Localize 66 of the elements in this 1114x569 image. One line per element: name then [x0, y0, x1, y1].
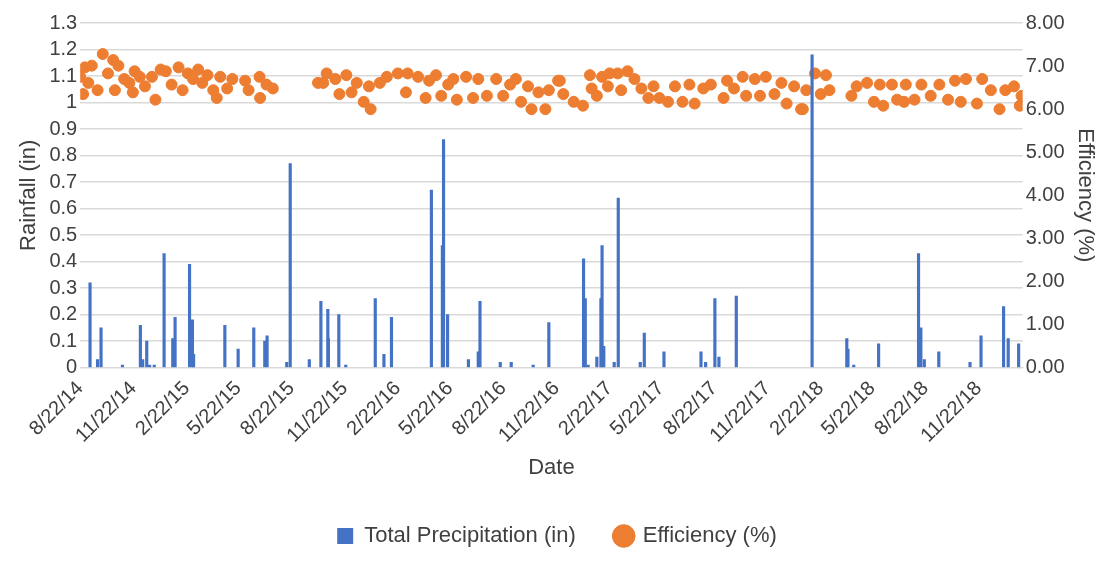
- bar: [288, 163, 292, 368]
- bar: [373, 298, 377, 368]
- bar: [429, 189, 433, 368]
- y-tick-label: 0.3: [49, 275, 78, 298]
- bar: [662, 351, 666, 368]
- bar: [265, 335, 269, 368]
- bar: [713, 298, 717, 368]
- y2-tick-label: 2.00: [1025, 268, 1065, 291]
- bar: [382, 354, 386, 368]
- bar: [307, 359, 311, 368]
- legend-label: Total Precipitation (in): [364, 522, 576, 548]
- bar: [173, 316, 177, 368]
- bar: [88, 282, 92, 368]
- x-axis-title: Date: [528, 453, 575, 479]
- y2-tick-label: 6.00: [1025, 96, 1065, 119]
- y2-tick-label: 0.00: [1025, 355, 1065, 378]
- bar: [877, 343, 881, 368]
- bar: [937, 351, 941, 368]
- y-tick-label: 1.1: [49, 63, 78, 86]
- bar: [1017, 343, 1021, 368]
- bar: [1002, 306, 1006, 368]
- y-tick-label: 0: [66, 355, 78, 378]
- y-tick-label: 0.5: [49, 222, 78, 245]
- bar: [252, 327, 256, 368]
- bar: [99, 327, 103, 368]
- bar: [547, 322, 551, 368]
- bar: [498, 362, 502, 368]
- bar: [616, 197, 620, 368]
- y-tick-label: 0.9: [49, 116, 78, 139]
- bar: [319, 301, 323, 368]
- y-axis-title: Rainfall (in): [15, 139, 41, 251]
- y-tick-label: 1: [66, 90, 78, 113]
- y-tick-label: 0.1: [49, 328, 78, 351]
- bar: [187, 263, 192, 368]
- y2-axis-title: Efficiency (%): [1073, 128, 1099, 263]
- bar: [734, 295, 738, 368]
- bar: [223, 324, 227, 368]
- y2-tick-label: 4.00: [1025, 182, 1065, 205]
- bar: [162, 253, 166, 368]
- legend-label: Efficiency (%): [642, 522, 777, 548]
- bar: [979, 335, 983, 368]
- y-tick-label: 0.2: [49, 302, 78, 325]
- y2-tick-label: 5.00: [1025, 139, 1065, 162]
- y-tick-label: 1.2: [49, 37, 78, 60]
- bar: [1006, 338, 1010, 368]
- y-tick-label: 0.6: [49, 196, 78, 219]
- bar: [466, 359, 470, 368]
- y-tick-label: 1.3: [49, 10, 78, 33]
- y-tick-label: 0.4: [49, 249, 78, 272]
- y2-tick-label: 3.00: [1025, 225, 1065, 248]
- bar: [441, 139, 446, 368]
- bar: [699, 351, 703, 368]
- bar: [642, 332, 646, 368]
- bar: [236, 348, 240, 368]
- y-tick-label: 0.7: [49, 169, 78, 192]
- bar: [145, 340, 149, 368]
- bar: [478, 301, 482, 368]
- y2-tick-label: 1.00: [1025, 312, 1065, 335]
- bar: [337, 314, 341, 368]
- bar: [509, 362, 513, 368]
- bar: [600, 245, 604, 368]
- y2-tick-label: 8.00: [1025, 10, 1065, 33]
- bar: [389, 316, 394, 368]
- bar: [968, 362, 972, 368]
- y-tick-label: 0.8: [49, 143, 78, 166]
- y2-tick-label: 7.00: [1025, 53, 1065, 76]
